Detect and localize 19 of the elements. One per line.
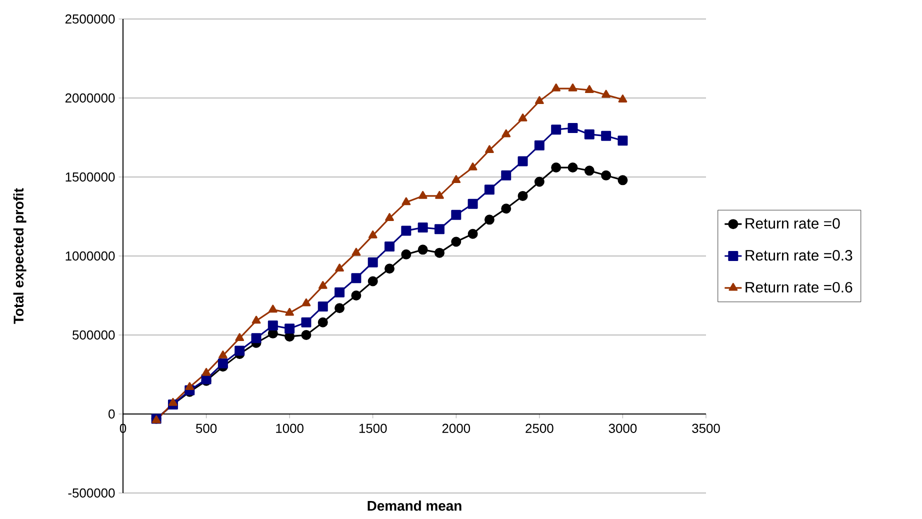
y-tick-label: 2000000: [65, 93, 115, 103]
y-tick-label: 1000000: [66, 251, 115, 261]
y-tick-label: -500000: [68, 488, 115, 498]
y-tick-label: 500000: [72, 330, 115, 340]
y-tick-label: 0: [108, 409, 115, 419]
x-tick-label: 3000: [608, 424, 637, 433]
x-tick-label: 2500: [526, 424, 554, 433]
legend-label: Return rate =0.3: [746, 250, 852, 261]
y-axis-title: Total expected profit: [13, 188, 26, 324]
y-tick-label: 1500000: [66, 172, 115, 182]
x-tick-label: 500: [196, 424, 217, 433]
x-tick-label: 3500: [692, 424, 720, 433]
legend-label: Return rate =0.6: [746, 282, 852, 293]
x-tick-label: 2000: [442, 424, 470, 433]
x-tick-label: 1500: [359, 424, 387, 433]
x-tick-label: 1000: [276, 424, 304, 433]
x-axis-title: Demand mean: [368, 500, 462, 511]
y-tick-label: 2500000: [65, 14, 115, 24]
legend-label: Return rate =0: [746, 218, 840, 229]
